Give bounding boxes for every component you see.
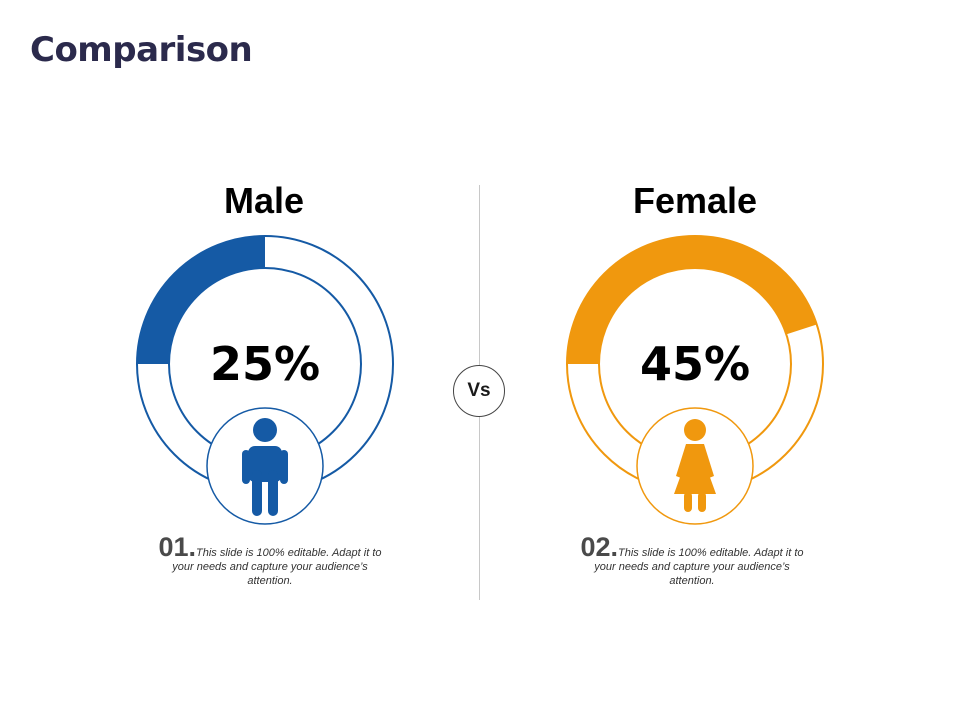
female-number: 02. xyxy=(580,532,619,562)
female-value-arc xyxy=(567,236,817,364)
male-donut: 25% xyxy=(136,235,394,525)
female-donut: 45% xyxy=(566,235,824,525)
male-number: 01. xyxy=(158,532,197,562)
female-description-text: This slide is 100% editable. Adapt it to… xyxy=(594,547,804,587)
female-percent-label: 45% xyxy=(640,337,750,391)
male-description: 01.This slide is 100% editable. Adapt it… xyxy=(150,534,390,588)
male-value-arc xyxy=(137,236,265,364)
center-divider-bottom xyxy=(479,416,480,600)
female-description: 02.This slide is 100% editable. Adapt it… xyxy=(572,534,812,588)
page-title: Comparison xyxy=(30,30,253,70)
male-title: Male xyxy=(223,180,305,221)
male-person-icon xyxy=(242,418,288,516)
female-title: Female xyxy=(632,180,758,221)
male-description-text: This slide is 100% editable. Adapt it to… xyxy=(172,547,382,587)
female-person-icon xyxy=(674,419,716,512)
center-divider-top xyxy=(479,185,480,368)
vs-badge: Vs xyxy=(453,365,505,417)
male-percent-label: 25% xyxy=(210,337,320,391)
